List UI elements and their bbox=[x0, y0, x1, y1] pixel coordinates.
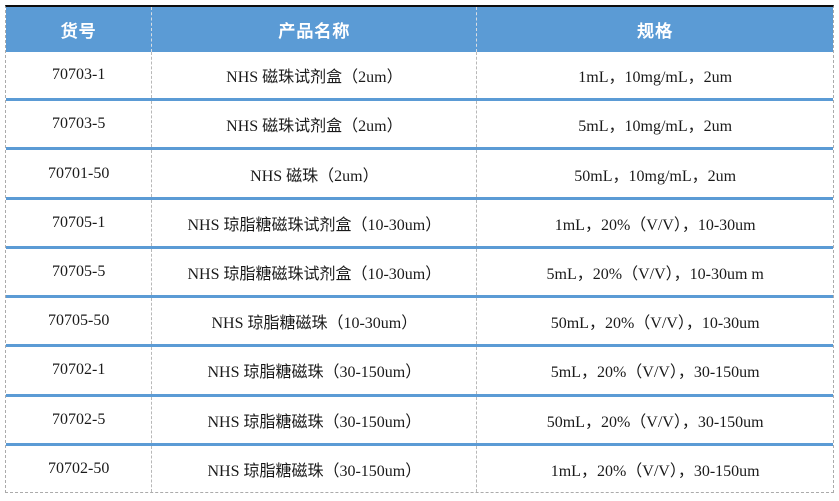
table-row: 70701-50 NHS 磁珠（2um） 50mL，10mg/mL，2um bbox=[6, 147, 833, 197]
cell-product-name: NHS 磁珠试剂盒（2um） bbox=[152, 52, 478, 99]
cell-spec: 1mL，20%（V/V），10-30um bbox=[554, 216, 756, 234]
cell-sku: 70703-5 bbox=[6, 101, 153, 148]
cell-product-name: NHS 磁珠试剂盒（2um） bbox=[152, 101, 478, 148]
cell-spec: 50mL，20%（V/V），30-150um bbox=[546, 413, 764, 431]
cell-sku: 70705-1 bbox=[6, 199, 153, 246]
cell-sku: 70703-1 bbox=[6, 52, 153, 99]
column-header-product-name: 产品名称 bbox=[152, 7, 478, 52]
cell-spec: 5mL，10mg/mL，2um bbox=[578, 118, 733, 136]
cell-product-name: NHS 琼脂糖磁珠（30-150um） bbox=[152, 347, 478, 394]
cell-sku: 70705-5 bbox=[6, 248, 153, 296]
cell-spec: 50mL，20%（V/V），10-30um bbox=[550, 315, 760, 333]
table-row: 70703-5 NHS 磁珠试剂盒（2um） 5mL，10mg/mL，2um bbox=[6, 98, 833, 148]
column-header-sku: 货号 bbox=[6, 7, 153, 52]
product-table: 货号 产品名称 规格 70703-1 NHS 磁珠试剂盒（2um） 1mL，10… bbox=[5, 5, 834, 493]
cell-sku: 70701-50 bbox=[6, 150, 153, 197]
table-body: 70703-1 NHS 磁珠试剂盒（2um） 1mL，10mg/mL，2um 7… bbox=[6, 52, 833, 492]
cell-sku: 70705-50 bbox=[6, 298, 153, 345]
table-row: 70702-1 NHS 琼脂糖磁珠（30-150um） 5mL，20%（V/V）… bbox=[6, 344, 833, 394]
table-row: 70705-50 NHS 琼脂糖磁珠（10-30um） 50mL，20%（V/V… bbox=[6, 295, 833, 345]
cell-spec: 5mL，20%（V/V），30-150um bbox=[550, 364, 760, 382]
table-row: 70702-50 NHS 琼脂糖磁珠（30-150um） 1mL，20%（V/V… bbox=[6, 442, 833, 492]
cell-spec: 5mL，20%（V/V），10-30um m bbox=[546, 265, 764, 283]
cell-product-name: NHS 琼脂糖磁珠（30-150um） bbox=[152, 445, 478, 492]
cell-product-name: NHS 琼脂糖磁珠（30-150um） bbox=[152, 396, 478, 443]
cell-product-name: NHS 磁珠（2um） bbox=[152, 150, 478, 197]
cell-spec: 50mL，10mg/mL，2um bbox=[574, 167, 737, 185]
table-row: 70703-1 NHS 磁珠试剂盒（2um） 1mL，10mg/mL，2um bbox=[6, 52, 833, 99]
cell-product-name: NHS 琼脂糖磁珠（10-30um） bbox=[152, 298, 478, 345]
cell-product-name: NHS 琼脂糖磁珠试剂盒（10-30um） bbox=[152, 248, 478, 296]
column-header-spec: 规格 bbox=[637, 22, 674, 41]
table-row: 70705-5 NHS 琼脂糖磁珠试剂盒（10-30um） 5mL，20%（V/… bbox=[6, 245, 833, 296]
table-row: 70702-5 NHS 琼脂糖磁珠（30-150um） 50mL，20%（V/V… bbox=[6, 393, 833, 443]
cell-sku: 70702-50 bbox=[6, 445, 153, 492]
cell-sku: 70702-1 bbox=[6, 347, 153, 394]
cell-product-name: NHS 琼脂糖磁珠试剂盒（10-30um） bbox=[152, 199, 478, 246]
cell-spec: 1mL，10mg/mL，2um bbox=[578, 69, 733, 87]
cell-spec: 1mL，20%（V/V），30-150um bbox=[550, 462, 760, 480]
table-row: 70705-1 NHS 琼脂糖磁珠试剂盒（10-30um） 1mL，20%（V/… bbox=[6, 196, 833, 246]
cell-sku: 70702-5 bbox=[6, 396, 153, 443]
table-header-row: 货号 产品名称 规格 bbox=[6, 7, 833, 52]
